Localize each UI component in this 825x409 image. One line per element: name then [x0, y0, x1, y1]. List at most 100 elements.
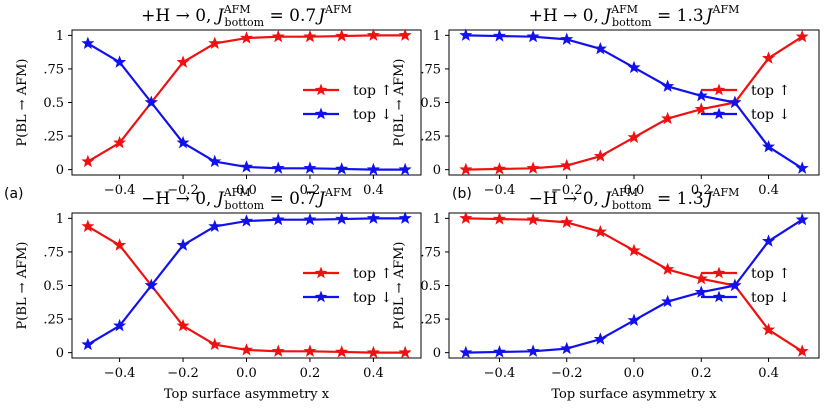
- x-tick-label: 0.4: [758, 183, 779, 198]
- chart-title: −H → 0, JAFM bottom = 0.7 JAFM: [141, 186, 352, 212]
- x-tick-label: −0.2: [551, 366, 583, 381]
- data-point-star: [335, 212, 349, 225]
- data-point-star: [526, 344, 540, 357]
- title-symbol: J: [315, 189, 326, 209]
- title-value: = 0.7: [264, 189, 316, 209]
- title-superscript: AFM: [712, 186, 740, 199]
- x-tick-label: 0.2: [300, 366, 321, 381]
- y-tick-label: .75: [420, 245, 441, 260]
- title-superscript: AFM: [324, 186, 352, 199]
- x-tick-label: −0.4: [484, 366, 516, 381]
- data-point-star: [560, 158, 574, 172]
- data-point-star: [762, 51, 776, 64]
- legend-star-marker: [712, 266, 726, 279]
- data-point-star: [303, 212, 317, 226]
- data-point-star: [271, 29, 285, 43]
- series-up: [459, 211, 809, 357]
- legend-entry: top ↓: [303, 290, 392, 306]
- panel-1: +H → 0, JAFM bottom = 0.7 JAFM0.250.5.751−…: [15, 3, 422, 198]
- y-tick-label: .25: [43, 130, 64, 145]
- series-down: [81, 211, 412, 351]
- title-main: −H → 0,: [529, 189, 605, 209]
- data-point-star: [239, 343, 254, 356]
- data-point-star: [303, 29, 317, 43]
- plot-frame: [448, 212, 820, 359]
- y-tick-label: 0: [433, 346, 441, 361]
- x-tick-label: −0.4: [104, 183, 136, 198]
- y-axis-label: P(BL → AFM): [15, 242, 30, 330]
- data-point-star: [627, 243, 641, 257]
- data-point-star: [398, 345, 412, 359]
- title-subscript: bottom: [612, 199, 652, 212]
- title-symbol: J: [315, 6, 326, 26]
- y-tick-label: 0.5: [43, 279, 64, 294]
- data-point-star: [560, 32, 574, 45]
- x-tick-label: 0.0: [624, 183, 645, 198]
- plot-frame: [448, 29, 820, 176]
- x-axis-label: Top surface asymmetry x: [551, 387, 717, 402]
- data-point-star: [694, 271, 708, 285]
- series-line: [465, 217, 803, 353]
- legend-label: top ↑: [751, 83, 790, 99]
- title-symbol: J: [601, 189, 612, 209]
- data-point-star: [239, 31, 254, 44]
- panel-4: −H → 0, JAFM bottom = 1.3 JAFM0.250.5.751−…: [392, 186, 820, 402]
- y-tick-label: 0: [433, 163, 441, 178]
- legend-star-marker: [314, 83, 328, 96]
- y-tick-label: 1: [56, 29, 64, 44]
- legend-entry: top ↑: [303, 83, 392, 99]
- y-tick-label: 0: [56, 346, 64, 361]
- title-main: +H → 0,: [141, 6, 217, 26]
- data-point-star: [303, 161, 317, 174]
- data-point-star: [335, 345, 349, 358]
- chart-title: −H → 0, JAFM bottom = 1.3 JAFM: [529, 186, 740, 212]
- panel-2: +H → 0, JAFM bottom = 1.3 JAFM0.250.5.751−…: [392, 3, 820, 198]
- legend-star-marker: [314, 107, 328, 120]
- data-point-star: [208, 337, 222, 351]
- title-symbol: J: [601, 6, 612, 26]
- title-superscript: AFM: [610, 186, 638, 199]
- data-point-star: [113, 55, 127, 68]
- title-value: = 0.7: [264, 6, 316, 26]
- data-point-star: [81, 154, 95, 168]
- data-point-star: [113, 238, 127, 251]
- data-point-star: [795, 212, 809, 226]
- data-point-star: [593, 41, 607, 55]
- data-point-star: [661, 294, 675, 308]
- y-tick-label: .75: [43, 62, 64, 77]
- series-down: [81, 36, 412, 176]
- data-point-star: [366, 28, 380, 41]
- legend-star-marker: [712, 107, 726, 120]
- title-subscript: bottom: [225, 199, 265, 212]
- data-point-star: [459, 162, 473, 176]
- data-point-star: [176, 55, 190, 68]
- data-point-star: [694, 285, 708, 298]
- data-point-star: [627, 313, 641, 326]
- y-tick-label: .75: [43, 245, 64, 260]
- title-superscript: AFM: [610, 3, 638, 16]
- x-tick-label: −0.2: [167, 366, 199, 381]
- series-up: [81, 219, 412, 359]
- title-symbol: J: [703, 6, 714, 26]
- x-tick-label: 0.4: [363, 183, 384, 198]
- series-line: [465, 34, 803, 170]
- data-point-star: [728, 278, 742, 292]
- data-point-star: [366, 162, 380, 176]
- data-point-star: [492, 212, 506, 225]
- series-up: [81, 28, 412, 168]
- legend-label: top ↑: [751, 266, 790, 282]
- x-tick-label: 0.4: [758, 366, 779, 381]
- data-point-star: [526, 161, 540, 174]
- legend-entry: top ↑: [701, 83, 790, 99]
- data-point-star: [762, 234, 776, 247]
- data-point-star: [335, 29, 349, 42]
- title-symbol: J: [214, 189, 225, 209]
- data-point-star: [795, 344, 809, 357]
- title-symbol: J: [214, 6, 225, 26]
- x-tick-label: −0.4: [484, 183, 516, 198]
- series-up: [459, 29, 809, 176]
- data-point-star: [239, 160, 254, 173]
- legend-entry: top ↓: [701, 107, 790, 123]
- legend-label: top ↓: [353, 290, 392, 306]
